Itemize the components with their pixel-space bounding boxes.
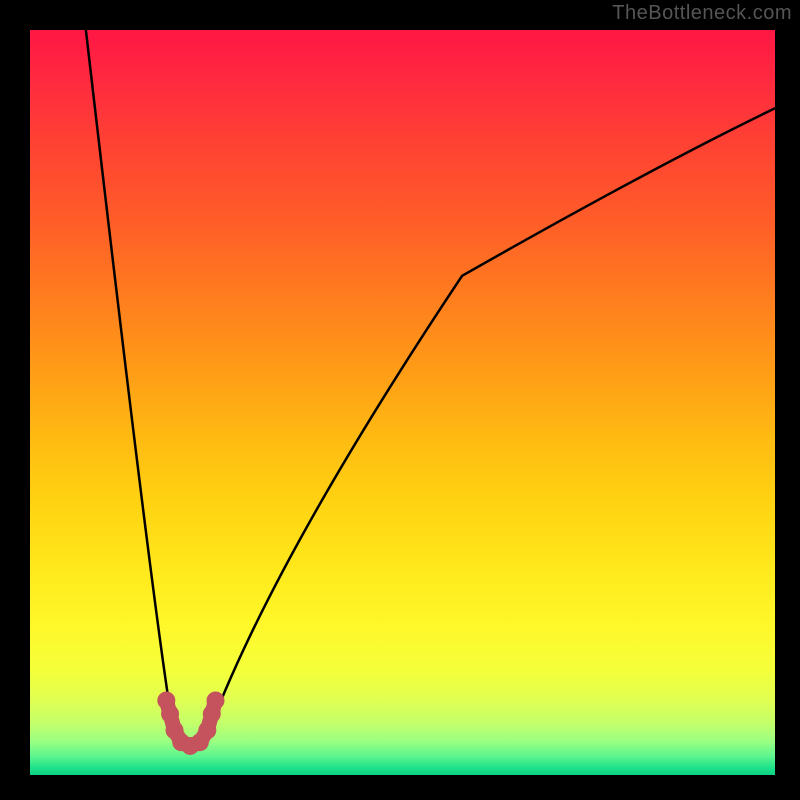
- chart-border: [775, 0, 800, 800]
- watermark-text: TheBottleneck.com: [612, 2, 792, 25]
- bottleneck-chart: [0, 0, 800, 800]
- gradient-background: [30, 30, 775, 775]
- marker-dot: [207, 692, 225, 710]
- marker-dot: [198, 721, 216, 739]
- chart-border: [0, 775, 800, 800]
- chart-border: [0, 0, 30, 800]
- chart-frame: TheBottleneck.com: [0, 0, 800, 800]
- marker-dot: [161, 705, 179, 723]
